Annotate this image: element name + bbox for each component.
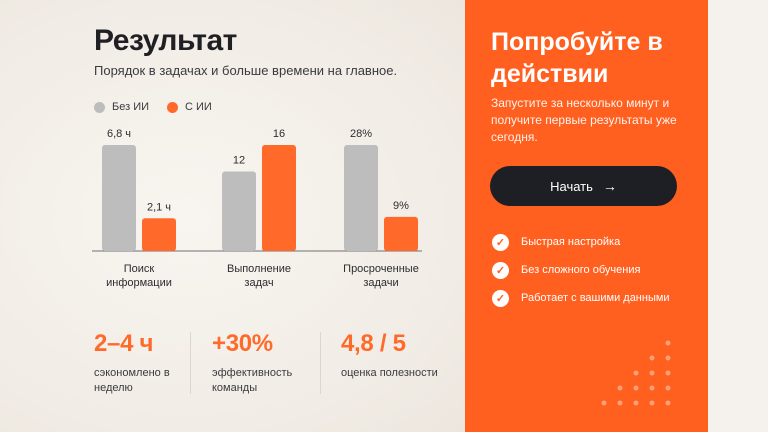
legend-label-without-ai: Без ИИ	[112, 101, 150, 113]
stat-label: оценка полезности	[341, 367, 438, 379]
cta-panel	[465, 0, 708, 432]
bar-value-label: 28%	[350, 128, 372, 140]
start-button-label: Начать	[550, 178, 593, 194]
stat-efficiency: +30% эффективность команды	[212, 330, 312, 396]
legend-item-without-ai: Без ИИ	[94, 101, 149, 113]
stat-saved-time: 2–4 ч сэкономлено в неделю	[94, 330, 194, 396]
bar-without-ai	[222, 171, 256, 251]
legend-label-with-ai: С ИИ	[185, 101, 212, 113]
bar-with-ai	[142, 218, 176, 251]
start-button[interactable]: Начать →	[490, 166, 677, 206]
bar-value-label: 9%	[393, 200, 409, 212]
decor-dot	[665, 370, 671, 376]
decor-dot	[665, 355, 671, 361]
decor-dot	[665, 385, 671, 391]
decor-dot	[633, 400, 639, 406]
page-edge	[708, 0, 768, 432]
feature-label: Работает с вашими данными	[521, 292, 670, 304]
bar-value-label: 12	[233, 155, 245, 167]
bar-with-ai	[384, 216, 418, 251]
decor-dot	[633, 385, 639, 391]
arrow-right-icon: →	[602, 178, 617, 194]
page-title: Результат	[94, 24, 237, 57]
bar-without-ai	[102, 145, 136, 251]
decor-dot	[649, 355, 655, 361]
dots-decoration	[601, 340, 671, 406]
feature-item: ✓ Быстрая настройка	[492, 233, 670, 251]
stat-usefulness: 4,8 / 5 оценка полезности	[341, 330, 461, 381]
bar-value-label: 2,1 ч	[147, 201, 171, 213]
feature-item: ✓ Без сложного обучения	[492, 261, 670, 279]
category-label: Просроченные	[343, 263, 419, 275]
category-label: информации	[106, 277, 172, 289]
stat-divider	[320, 332, 321, 394]
check-icon: ✓	[492, 289, 509, 307]
legend-dot-orange	[167, 101, 179, 113]
decor-dot	[601, 400, 607, 406]
category-label: Выполнение	[227, 263, 291, 275]
category-label: задач	[244, 277, 273, 289]
bar-chart: 6,8 ч 2,1 ч Поиск информации 12 16 Выполнение з…	[92, 128, 422, 289]
cta-title: Попробуйте в действии	[491, 28, 663, 88]
feature-list: ✓ Быстрая настройка ✓ Без сложного обуче…	[492, 233, 670, 317]
stat-value: 4,8 / 5	[341, 330, 406, 357]
stat-divider	[190, 332, 191, 394]
legend-item-with-ai: С ИИ	[167, 101, 212, 113]
check-icon: ✓	[492, 233, 509, 251]
legend-dot-grey	[94, 101, 105, 113]
stat-label: эффективность команды	[212, 367, 293, 394]
feature-label: Быстрая настройка	[521, 236, 621, 248]
decor-dot	[649, 400, 655, 406]
bar-with-ai	[262, 145, 296, 251]
category-label: Поиск	[124, 263, 155, 275]
chart-legend: Без ИИ С ИИ	[94, 101, 212, 113]
bar-without-ai	[344, 145, 378, 251]
stat-value: +30%	[212, 330, 273, 357]
bar-value-label: 16	[273, 128, 285, 140]
stat-value: 2–4 ч	[94, 330, 154, 357]
stats-row: 2–4 ч сэкономлено в неделю +30% эффектив…	[94, 330, 454, 400]
decor-dot	[665, 340, 671, 346]
bar-value-label: 6,8 ч	[107, 128, 131, 140]
decor-dot	[617, 385, 623, 391]
decor-dot	[617, 400, 623, 406]
decor-dot	[649, 385, 655, 391]
decor-dot	[665, 400, 671, 406]
cta-text: Запустите за несколько минут и получите …	[491, 96, 677, 144]
decor-dot	[649, 370, 655, 376]
page-subtitle: Порядок в задачах и больше времени на гл…	[94, 63, 398, 78]
stat-label: сэкономлено в неделю	[94, 367, 170, 394]
check-icon: ✓	[492, 261, 509, 279]
feature-label: Без сложного обучения	[521, 264, 641, 276]
category-label: задачи	[363, 277, 398, 289]
decor-dot	[633, 370, 639, 376]
feature-item: ✓ Работает с вашими данными	[492, 289, 670, 307]
